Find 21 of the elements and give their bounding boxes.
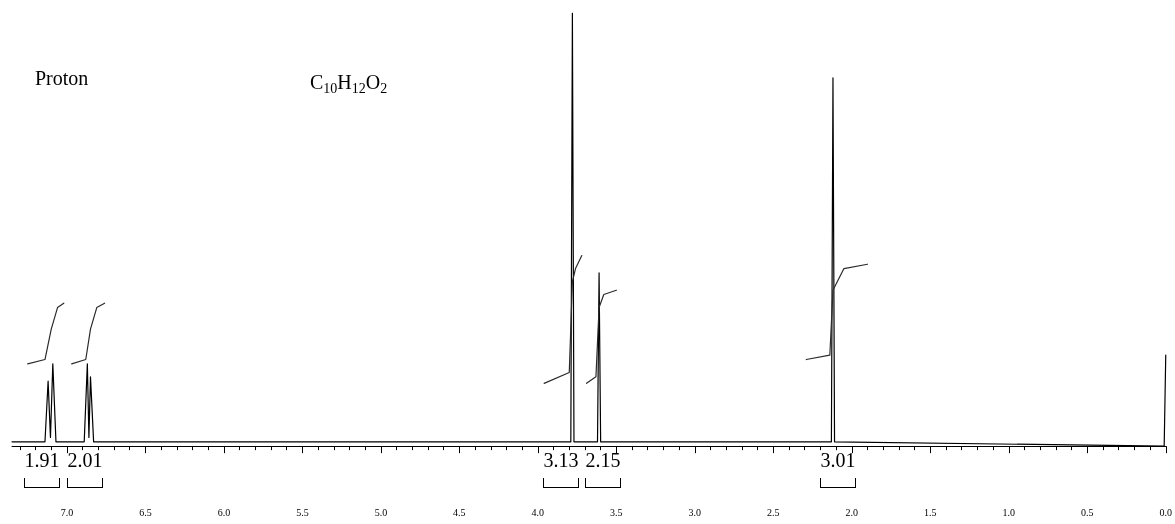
x-tick-label: 6.0 [217, 506, 231, 518]
annotation: Proton [35, 67, 89, 89]
text: 3.01 [820, 449, 856, 472]
x-tick-label: 0.0 [1159, 506, 1172, 518]
x-tick-label: 2.5 [767, 506, 780, 518]
x-tick-label: 3.5 [610, 506, 623, 518]
x-tick-label: 5.5 [296, 506, 309, 518]
x-tick-label: 5.0 [374, 506, 388, 518]
text: 1.91 [24, 449, 60, 472]
x-tick-label: 6.5 [139, 506, 152, 518]
text: 2.15 [585, 449, 621, 472]
x-tick-label: 2.0 [845, 506, 859, 518]
x-tick-label: 1.0 [1002, 506, 1016, 518]
x-tick-label: 7.0 [60, 506, 74, 518]
x-tick-label: 1.5 [924, 506, 937, 518]
x-tick-label: 3.0 [688, 506, 702, 518]
text: 2.01 [67, 449, 103, 472]
text: 3.13 [543, 449, 579, 472]
x-tick-label: 0.5 [1081, 506, 1094, 518]
x-tick-label: 4.5 [453, 506, 466, 518]
x-tick-label: 4.0 [531, 506, 545, 518]
